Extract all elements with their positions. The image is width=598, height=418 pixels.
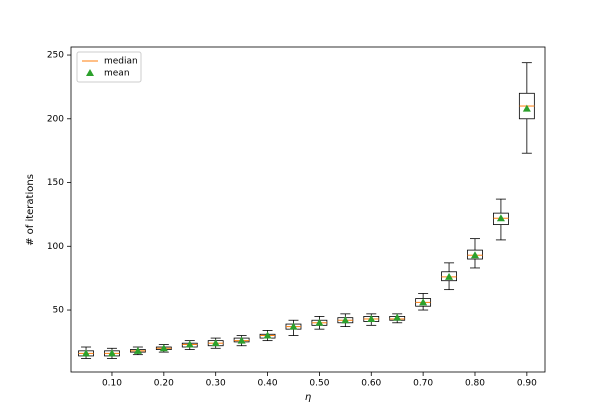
mean-marker <box>133 346 142 354</box>
mean-marker <box>185 340 194 348</box>
x-tick-label: 0.60 <box>361 379 381 389</box>
mean-marker <box>211 339 220 347</box>
y-tick-label: 100 <box>47 242 64 252</box>
mean-marker <box>522 104 531 112</box>
x-tick-label: 0.30 <box>206 379 226 389</box>
mean-marker <box>419 298 428 306</box>
mean-marker <box>470 251 479 259</box>
x-tick-label: 0.20 <box>154 379 174 389</box>
x-tick-label: 0.10 <box>102 379 122 389</box>
mean-marker <box>367 314 376 322</box>
x-tick-label: 0.70 <box>413 379 433 389</box>
x-tick-label: 0.40 <box>258 379 278 389</box>
mean-marker <box>393 313 402 321</box>
mean-marker <box>107 349 116 357</box>
y-tick-label: 200 <box>47 114 64 124</box>
mean-marker <box>496 214 505 222</box>
x-tick-label: 0.50 <box>309 379 329 389</box>
y-axis-label: # of iterations <box>25 174 36 246</box>
mean-marker <box>159 344 168 352</box>
x-tick-label: 0.80 <box>465 379 485 389</box>
plot-frame <box>70 46 546 373</box>
x-tick-label: 0.90 <box>517 379 537 389</box>
box <box>441 271 457 282</box>
y-tick-label: 250 <box>47 51 64 61</box>
mean-marker <box>315 318 324 326</box>
mean-marker <box>82 349 91 357</box>
legend-label: mean <box>104 69 130 79</box>
x-axis-label: η <box>305 392 311 403</box>
mean-marker <box>237 336 246 344</box>
y-tick-label: 150 <box>47 178 64 188</box>
mean-marker <box>445 272 454 280</box>
mean-marker <box>289 322 298 330</box>
y-tick-label: 50 <box>53 306 65 316</box>
mean-marker <box>341 316 350 324</box>
box <box>493 212 509 226</box>
legend-mean-swatch <box>86 69 94 76</box>
legend-label: median <box>104 57 138 67</box>
mean-marker <box>263 331 272 339</box>
box <box>467 249 483 260</box>
